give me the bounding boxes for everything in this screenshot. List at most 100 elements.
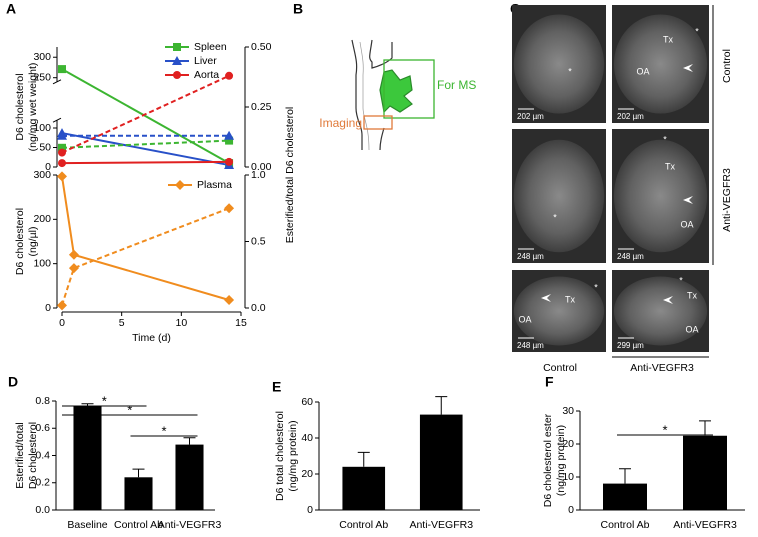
error-bar bbox=[435, 396, 448, 415]
ms-tissue bbox=[379, 69, 413, 114]
scale-label: 248 µm bbox=[617, 252, 644, 261]
vessel-wall bbox=[359, 41, 370, 151]
legend-marker bbox=[173, 43, 181, 51]
vessel-diagram bbox=[351, 39, 435, 151]
x-tick-label: 5 bbox=[119, 317, 125, 329]
y-axis-title: Esterified/total bbox=[14, 422, 26, 489]
marker bbox=[68, 249, 79, 260]
significance-star: * bbox=[161, 423, 166, 438]
y-axis-title: (ng/mg protein) bbox=[555, 425, 567, 496]
marker bbox=[224, 295, 235, 306]
series-line bbox=[61, 74, 230, 154]
y-tick-label: 200 bbox=[33, 213, 51, 225]
marker bbox=[225, 71, 234, 80]
y-axis-title: (ng/mg protein) bbox=[287, 420, 299, 491]
marker bbox=[58, 148, 66, 157]
legend-label: Liver bbox=[194, 55, 217, 67]
image-label: OA bbox=[685, 324, 698, 334]
y-tick-label: 0.8 bbox=[35, 395, 50, 407]
error-bar bbox=[357, 451, 370, 467]
series-line bbox=[61, 132, 230, 167]
axis-break bbox=[52, 117, 62, 123]
arrowhead bbox=[663, 296, 673, 304]
image-label: * bbox=[695, 26, 699, 36]
image-label: Tx bbox=[565, 294, 575, 304]
image-label: * bbox=[679, 275, 683, 285]
y-axis-title: D6 cholesterol bbox=[14, 73, 26, 140]
tissue bbox=[613, 139, 708, 253]
x-tick-label: Anti-VEGFR3 bbox=[673, 519, 737, 531]
y2-tick-label: 0.0 bbox=[251, 302, 266, 314]
y-tick-label: 0 bbox=[307, 504, 313, 516]
y-tick-label: 250 bbox=[33, 71, 51, 83]
bar bbox=[683, 435, 727, 510]
error-bar bbox=[699, 420, 711, 436]
x-axis-title: Time (d) bbox=[132, 332, 171, 344]
y2-tick-label: 0.50 bbox=[251, 41, 272, 53]
marker bbox=[225, 136, 234, 145]
image-label: OA bbox=[518, 314, 531, 324]
marker bbox=[225, 157, 234, 166]
y-axis-title: D6 cholesterol bbox=[14, 208, 26, 275]
y2-tick-label: 0.5 bbox=[251, 235, 266, 247]
scale-label: 202 µm bbox=[617, 112, 644, 121]
panel-letter: E bbox=[272, 379, 281, 395]
row-label: Control bbox=[721, 49, 733, 83]
y-tick-label: 30 bbox=[562, 405, 574, 417]
tissue bbox=[613, 14, 708, 114]
x-tick-label: Control Ab bbox=[339, 519, 388, 531]
series-line bbox=[61, 68, 230, 164]
y-tick-label: 50 bbox=[39, 141, 51, 153]
series-line bbox=[61, 207, 230, 306]
y-tick-label: 0.6 bbox=[35, 422, 50, 434]
y-tick-label: 20 bbox=[301, 468, 313, 480]
error-bar bbox=[183, 437, 196, 445]
marker bbox=[224, 130, 235, 140]
y-tick-label: 0.4 bbox=[35, 449, 50, 461]
axis-break bbox=[52, 79, 62, 85]
series-line bbox=[61, 139, 230, 149]
tissue bbox=[513, 276, 605, 346]
error-bar bbox=[132, 468, 145, 478]
image-label: * bbox=[663, 134, 667, 144]
tissue bbox=[513, 139, 605, 253]
y-axis-title: (ng/µl) bbox=[27, 227, 39, 257]
y2-tick-label: 0.25 bbox=[251, 101, 272, 113]
y-axis-title: D6 cholesterol ester bbox=[542, 413, 554, 507]
y-axis-title: (ng/mg wet weight) bbox=[27, 63, 39, 152]
x-tick-label: Control Ab bbox=[114, 519, 163, 531]
column-label: Control bbox=[543, 362, 577, 374]
vessel-wall bbox=[369, 39, 393, 69]
significance-star: * bbox=[102, 393, 107, 408]
x-tick-label: 0 bbox=[59, 317, 65, 329]
bar bbox=[419, 414, 463, 510]
panel-letter: B bbox=[293, 1, 303, 17]
x-tick-label: 15 bbox=[235, 317, 247, 329]
error-bar bbox=[619, 468, 631, 484]
x-tick-label: Anti-VEGFR3 bbox=[158, 519, 222, 531]
y-tick-label: 0 bbox=[568, 504, 574, 516]
significance-star: * bbox=[127, 402, 132, 417]
legend-marker bbox=[175, 180, 185, 190]
y-tick-label: 0 bbox=[45, 302, 51, 314]
x-tick-label: 10 bbox=[175, 317, 187, 329]
legend-marker bbox=[173, 71, 181, 79]
image-label: Tx bbox=[665, 161, 675, 171]
panel-letter: D bbox=[8, 374, 18, 390]
panel-letter: F bbox=[545, 374, 554, 390]
y-tick-label: 0.0 bbox=[35, 504, 50, 516]
ms-label: For MS bbox=[437, 78, 476, 92]
y-axis-title: D6 cholesterol bbox=[27, 422, 39, 489]
scale-label: 299 µm bbox=[617, 341, 644, 350]
y-tick-label: 10 bbox=[562, 471, 574, 483]
bar bbox=[73, 406, 102, 510]
bar bbox=[124, 477, 153, 510]
image-label: Tx bbox=[687, 290, 697, 300]
ms-box bbox=[383, 59, 435, 119]
marker bbox=[57, 171, 67, 182]
legend-label: Aorta bbox=[194, 69, 219, 81]
x-tick-label: Anti-VEGFR3 bbox=[409, 519, 473, 531]
row-label: Anti-VEGFR3 bbox=[721, 168, 733, 232]
image-label: * bbox=[553, 212, 557, 222]
